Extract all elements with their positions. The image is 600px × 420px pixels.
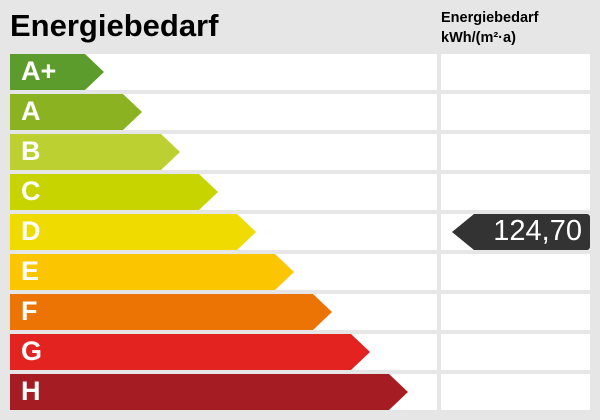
energy-class-arrow: D: [10, 214, 256, 250]
energy-class-label: B: [21, 136, 41, 166]
value-cell: [441, 174, 590, 210]
unit-label-line2: kWh/(m²·a): [441, 30, 516, 46]
energy-class-label: A: [21, 96, 41, 126]
energy-class-label: D: [21, 216, 41, 246]
energy-class-arrow: C: [10, 174, 218, 210]
energy-class-label: E: [21, 256, 40, 286]
energy-class-arrow: F: [10, 294, 332, 330]
value-cell: [441, 374, 590, 410]
value-cell: [441, 294, 590, 330]
value-cell: [441, 334, 590, 370]
energy-class-arrow: G: [10, 334, 370, 370]
energy-class-label: H: [21, 376, 41, 406]
value-cell: [441, 54, 590, 90]
unit-label-line1: Energiebedarf: [441, 10, 539, 26]
current-value-marker: 124,70: [452, 214, 590, 250]
energy-class-label: G: [21, 336, 43, 366]
energy-class-arrow: B: [10, 134, 180, 170]
energy-class-arrow: A+: [10, 54, 104, 90]
value-cell: [441, 134, 590, 170]
page-title: Energiebedarf: [10, 8, 219, 43]
energy-class-arrow: E: [10, 254, 294, 290]
unit-label: Energiebedarf kWh/(m²·a): [441, 8, 539, 48]
current-value: 124,70: [493, 215, 582, 247]
value-cell: [441, 94, 590, 130]
energy-class-arrow: H: [10, 374, 408, 410]
energy-class-label: C: [21, 176, 41, 206]
energy-class-arrow: A: [10, 94, 142, 130]
energy-class-label: A+: [21, 56, 57, 86]
value-cell: [441, 254, 590, 290]
energy-class-label: F: [21, 296, 38, 326]
